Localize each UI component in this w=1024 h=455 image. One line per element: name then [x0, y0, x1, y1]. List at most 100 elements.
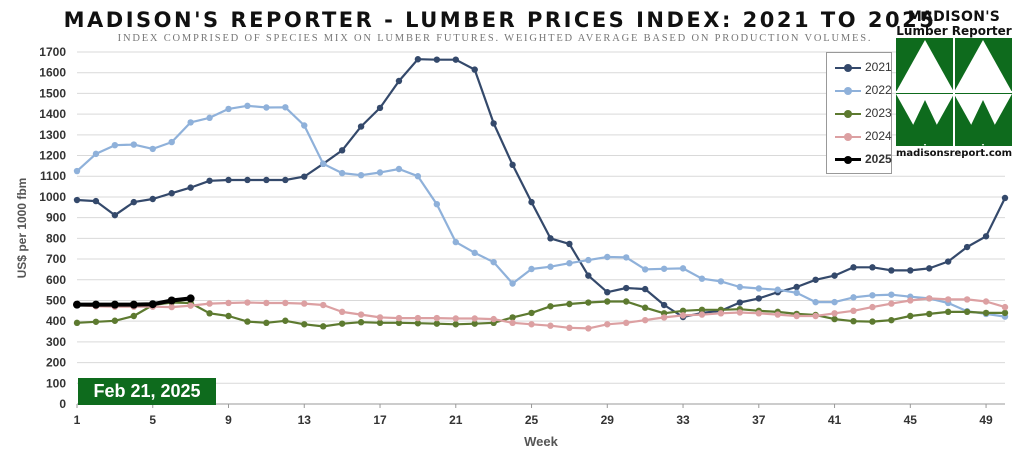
data-point	[888, 300, 895, 307]
data-point	[111, 317, 119, 324]
data-point	[585, 256, 592, 264]
data-point	[263, 176, 270, 184]
data-point	[376, 314, 384, 321]
data-point	[623, 254, 630, 261]
legend-item-2024: 2024	[833, 127, 893, 145]
y-tick-label: 1600	[39, 66, 66, 80]
data-point	[111, 141, 119, 149]
logo-name-line2: Lumber Reporter	[896, 24, 1012, 38]
logo-name-line1: MADISON'S	[907, 9, 1001, 25]
x-tick-labels: 1 5 9 13 17 21 25 29 33 37 41 45 49	[74, 413, 993, 427]
data-point	[433, 56, 441, 63]
y-tick-label: 100	[46, 376, 66, 390]
x-tick-label: 41	[828, 413, 842, 427]
data-point	[376, 104, 384, 112]
legend-label: 2023	[865, 106, 892, 120]
data-point	[944, 296, 952, 303]
x-tick-label: 9	[225, 413, 232, 427]
data-point	[623, 284, 630, 292]
data-point	[926, 295, 933, 302]
data-point	[92, 150, 100, 158]
data-point	[944, 258, 952, 265]
data-point	[812, 276, 819, 283]
y-tick-label: 1300	[39, 128, 66, 142]
data-point	[187, 184, 194, 191]
legend-swatch-dot	[844, 87, 852, 95]
legend-swatch-dot	[844, 64, 852, 72]
data-point	[604, 288, 611, 296]
data-point	[547, 235, 554, 242]
data-point	[452, 321, 459, 328]
data-point	[130, 198, 138, 206]
data-point	[736, 309, 744, 316]
chart-title: MADISON'S REPORTER - LUMBER PRICES INDEX…	[63, 8, 937, 32]
data-point	[414, 314, 422, 322]
data-point	[148, 300, 157, 309]
data-point	[926, 310, 933, 318]
x-tick-label: 13	[298, 413, 312, 427]
data-point	[206, 310, 213, 317]
data-point	[566, 260, 573, 267]
legend-label: 2022	[865, 83, 892, 97]
data-point	[111, 211, 119, 219]
legend-swatch-dot	[844, 156, 852, 164]
legend-item-2021: 2021	[833, 58, 893, 76]
legend-item-2022: 2022	[833, 81, 893, 99]
y-tick-label: 1000	[39, 190, 66, 204]
data-point	[206, 300, 213, 307]
data-point	[831, 310, 838, 317]
data-point	[907, 312, 914, 320]
data-point	[395, 314, 403, 322]
data-point	[982, 309, 990, 317]
data-point	[566, 324, 573, 332]
data-point	[528, 198, 535, 206]
legend-label: 2024	[865, 129, 892, 143]
data-point	[244, 299, 251, 306]
data-point	[907, 297, 914, 304]
data-point	[282, 317, 289, 324]
data-point	[73, 300, 81, 309]
data-point	[92, 197, 100, 205]
data-point	[225, 176, 232, 184]
data-point	[585, 325, 592, 332]
y-tick-label: 600	[46, 273, 66, 287]
data-point	[73, 319, 81, 327]
data-point	[357, 123, 365, 130]
data-point	[604, 298, 611, 305]
y-tick-label: 300	[46, 335, 66, 349]
data-point	[244, 102, 251, 110]
data-point	[395, 77, 403, 85]
data-point	[320, 323, 327, 330]
y-tick-label: 1100	[40, 169, 66, 183]
data-point	[301, 173, 308, 180]
data-point	[698, 275, 706, 282]
data-point	[433, 320, 441, 327]
data-point	[585, 272, 592, 279]
data-point	[641, 266, 649, 273]
data-point	[357, 172, 365, 179]
data-point	[1001, 309, 1009, 317]
legend-item-2023: 2023	[833, 104, 893, 122]
data-point	[850, 294, 857, 301]
data-point	[755, 310, 762, 317]
data-point	[1001, 194, 1009, 202]
data-point	[320, 160, 327, 168]
data-point	[660, 301, 668, 309]
data-point	[869, 303, 876, 311]
data-point	[660, 314, 668, 321]
data-point	[471, 315, 478, 322]
data-point	[755, 285, 762, 292]
data-point	[376, 319, 384, 327]
data-point	[585, 299, 592, 306]
data-point	[490, 258, 497, 266]
data-point	[907, 267, 914, 274]
data-point	[301, 300, 308, 307]
data-point	[130, 141, 138, 148]
x-tick-label: 29	[601, 413, 615, 427]
data-point	[850, 307, 857, 315]
x-tick-label: 25	[525, 413, 539, 427]
data-point	[869, 318, 876, 325]
data-point	[698, 311, 706, 318]
legend-label: 2025	[865, 152, 892, 166]
y-tick-label: 1700	[39, 45, 66, 59]
